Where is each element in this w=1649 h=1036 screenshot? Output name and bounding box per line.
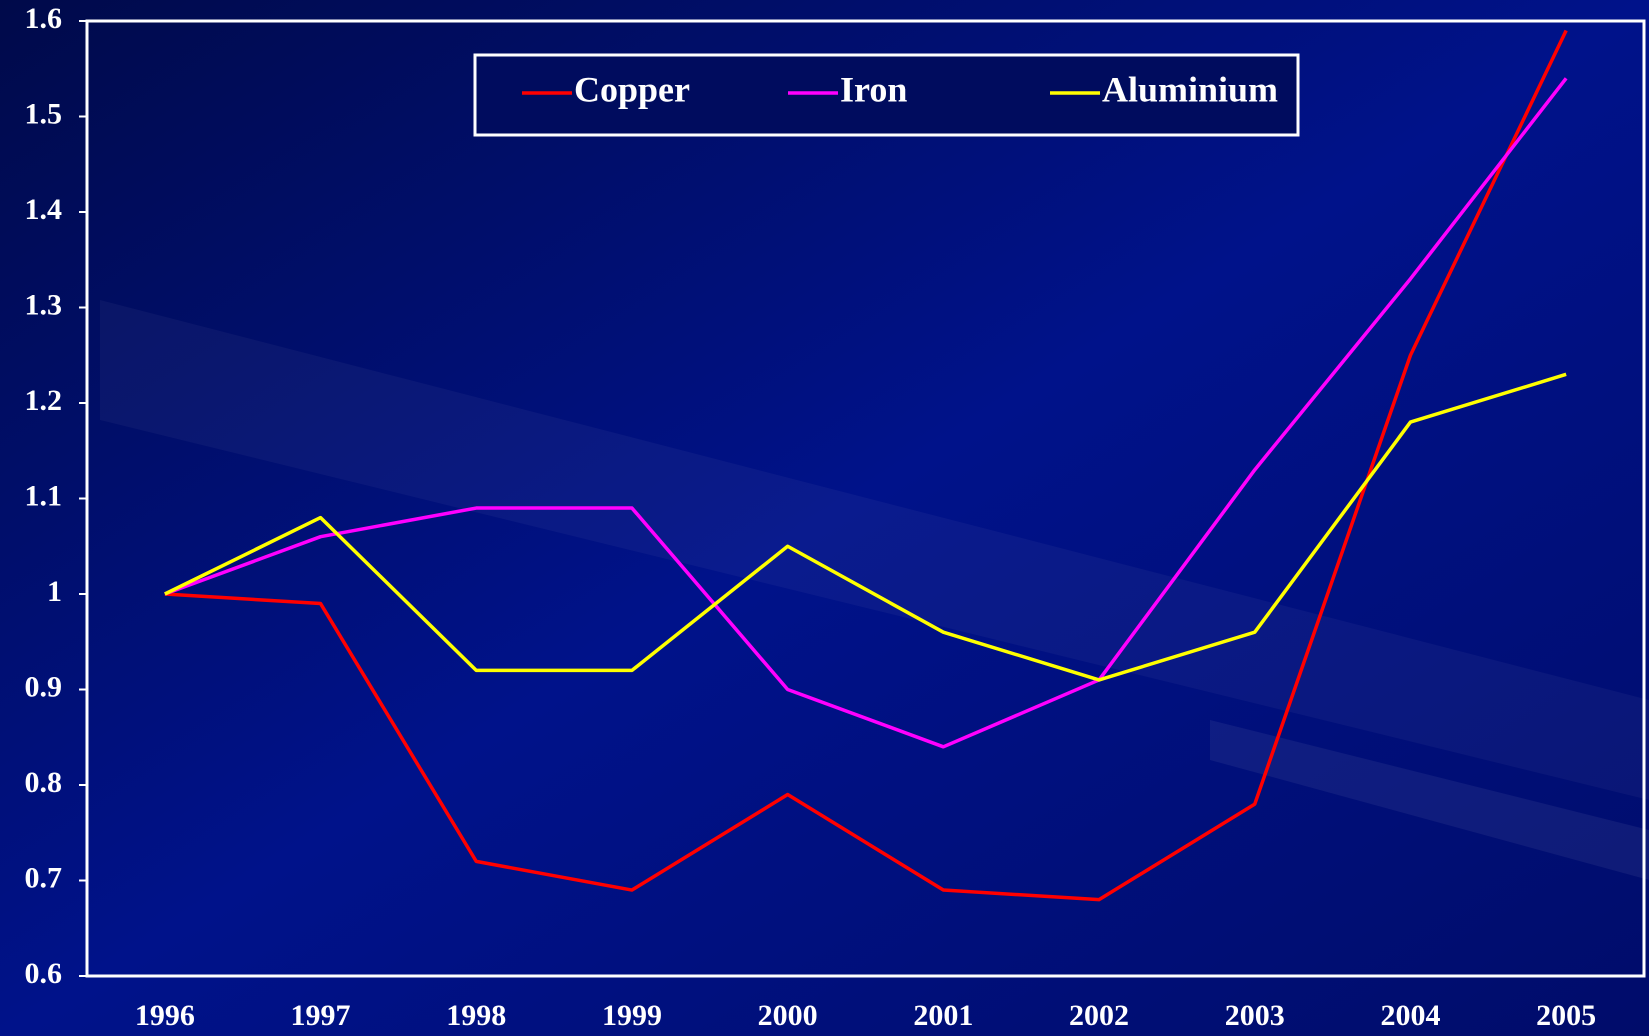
- y-tick-label: 0.8: [25, 766, 63, 799]
- x-tick-label: 1996: [135, 999, 195, 1032]
- x-tick-label: 2001: [913, 999, 973, 1032]
- y-tick-label: 1.1: [25, 479, 63, 512]
- y-tick-label: 1.4: [25, 193, 63, 226]
- streak: [100, 300, 1649, 800]
- y-tick-label: 1.2: [25, 384, 63, 417]
- y-tick-label: 1.5: [25, 97, 63, 130]
- y-tick-label: 1.6: [25, 2, 63, 35]
- legend-label: Aluminium: [1102, 69, 1278, 109]
- line-series: [164, 29, 1568, 902]
- x-tick-label: 2004: [1380, 999, 1440, 1032]
- y-tick-label: 1.3: [25, 288, 63, 321]
- x-tick-label: 2005: [1536, 999, 1596, 1032]
- x-tick-label: 2003: [1225, 999, 1285, 1032]
- line-series: [164, 372, 1567, 682]
- x-tick-label: 1998: [446, 999, 506, 1032]
- legend-box: [473, 53, 1300, 137]
- x-tick-label: 1997: [291, 999, 351, 1032]
- legend-label: Copper: [574, 69, 690, 109]
- legend-label: Iron: [840, 69, 907, 109]
- y-tick-label: 0.9: [25, 670, 63, 703]
- x-tick-label: 1999: [602, 999, 662, 1032]
- x-tick-label: 2002: [1069, 999, 1129, 1032]
- streak: [1210, 720, 1649, 880]
- y-tick-label: 1: [47, 575, 62, 608]
- y-tick-label: 0.6: [25, 957, 63, 990]
- y-tick-label: 0.7: [25, 861, 63, 894]
- x-tick-label: 2000: [758, 999, 818, 1032]
- line-series: [164, 77, 1568, 749]
